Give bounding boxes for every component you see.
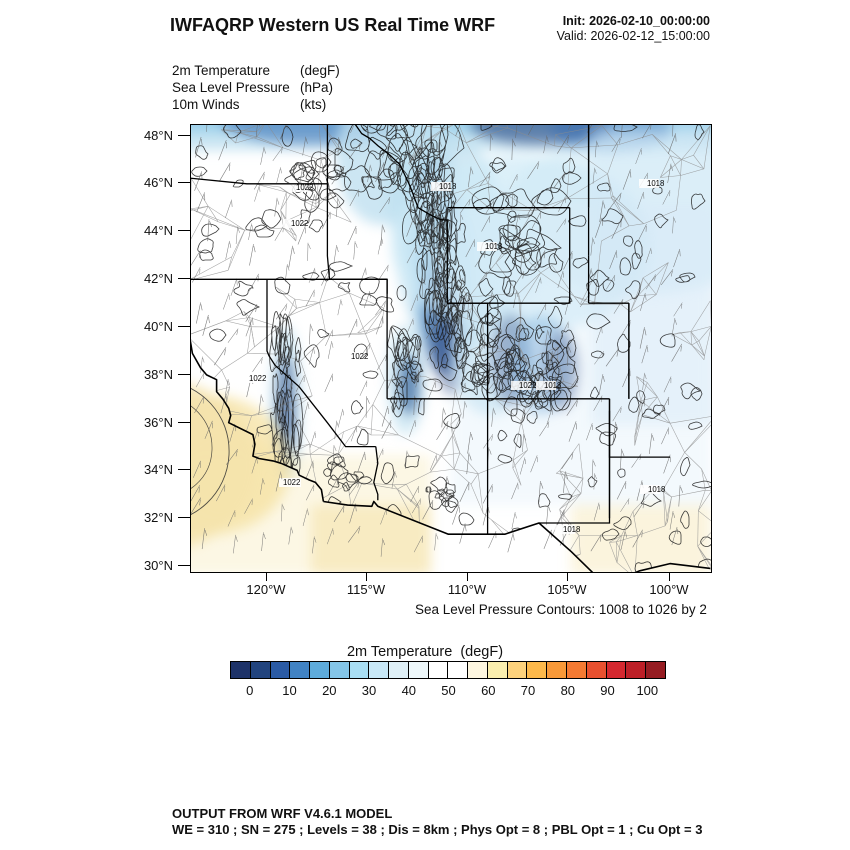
svg-text:1018: 1018 [563, 525, 580, 534]
svg-text:1018: 1018 [439, 182, 456, 191]
svg-text:1022: 1022 [249, 374, 266, 383]
svg-text:1022: 1022 [283, 478, 300, 487]
svg-text:1018: 1018 [485, 242, 502, 251]
svg-text:1018: 1018 [647, 179, 664, 188]
svg-text:1022: 1022 [519, 381, 536, 390]
svg-text:1022: 1022 [291, 219, 308, 228]
svg-text:1018: 1018 [648, 485, 665, 494]
svg-text:1018: 1018 [544, 381, 561, 390]
svg-text:1022: 1022 [351, 352, 368, 361]
